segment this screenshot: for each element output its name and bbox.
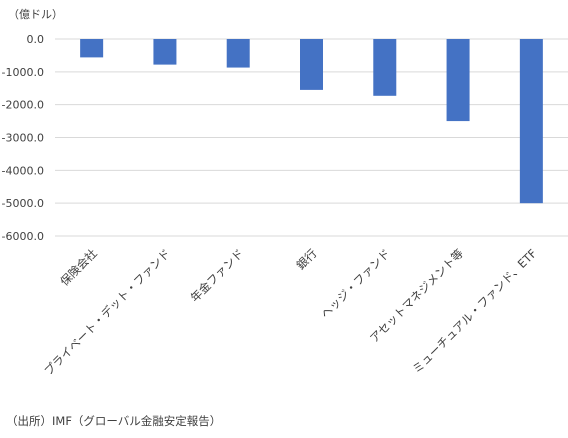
y-tick-label: -1000.0 [2, 66, 44, 79]
y-tick-label: -6000.0 [2, 230, 44, 243]
x-category-label: 保険会社 [57, 246, 100, 289]
bar [446, 39, 470, 122]
x-category-label: プライベート・デット・ファンド [41, 246, 173, 378]
y-tick-label: -4000.0 [2, 164, 44, 177]
x-category-label: ミューチュアル・ファンド、ETF [410, 246, 540, 376]
bar [80, 39, 104, 58]
y-tick-label: -5000.0 [2, 197, 44, 210]
y-tick-label: -2000.0 [2, 99, 44, 112]
x-category-label: ヘッジ・ファンド [318, 246, 393, 321]
bar [519, 39, 543, 204]
bar [153, 39, 177, 65]
bar [226, 39, 250, 68]
bar [373, 39, 397, 96]
y-tick-label: 0.0 [27, 33, 45, 46]
source-note: （出所）IMF（グローバル金融安定報告） [6, 414, 222, 428]
x-category-label: 年金ファンド [188, 246, 247, 305]
y-tick-label: -3000.0 [2, 132, 44, 145]
bar [300, 39, 323, 90]
x-category-label: 銀行 [293, 246, 319, 272]
y-axis-unit-label: （億ドル） [8, 8, 63, 21]
